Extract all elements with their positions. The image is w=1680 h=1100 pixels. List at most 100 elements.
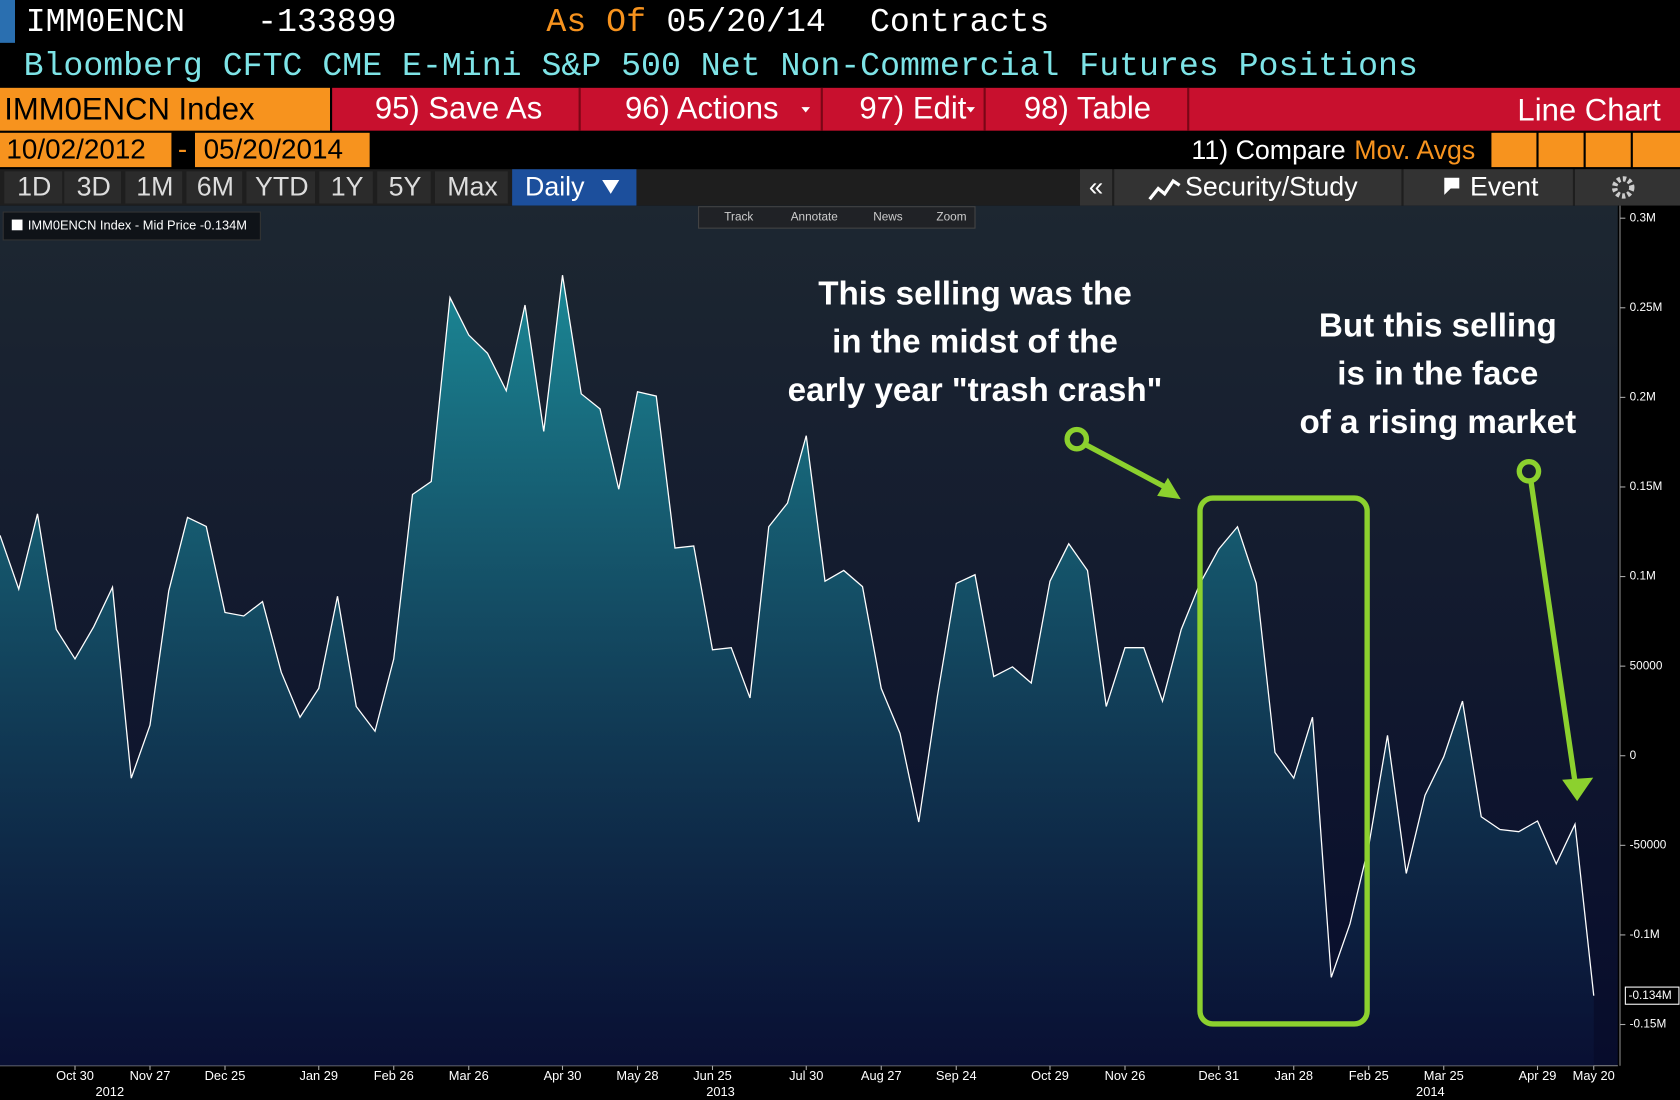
chart-tool[interactable]: Zoom — [936, 211, 966, 224]
x-tick-label: Jul 30 — [789, 1068, 823, 1083]
period-tab[interactable] — [319, 171, 373, 204]
x-tick-label: Jan 28 — [1274, 1068, 1313, 1083]
period-tab[interactable] — [125, 171, 183, 204]
security-study-box[interactable] — [1114, 169, 1402, 206]
arrow — [1528, 479, 1578, 785]
period-label[interactable]: 5Y — [389, 172, 422, 202]
y-tick-label: 50000 — [1630, 659, 1663, 672]
year-label: 2012 — [96, 1084, 125, 1099]
period-tab[interactable] — [377, 171, 431, 204]
period-label[interactable]: 1D — [17, 172, 51, 202]
dropdown-icon — [801, 107, 810, 113]
settings-box[interactable] — [1575, 169, 1680, 206]
period-tab[interactable] — [64, 171, 122, 204]
x-tick-label: Oct 30 — [56, 1068, 94, 1083]
plot — [0, 275, 1595, 1066]
study-icon — [1148, 178, 1181, 201]
x-tick-label: Sep 24 — [936, 1068, 977, 1083]
edit-button[interactable]: 97) Edit — [859, 91, 966, 126]
chart-tool[interactable]: Track — [724, 211, 753, 224]
last-value-box — [1624, 986, 1680, 1005]
period-label[interactable]: YTD — [255, 172, 309, 202]
arrow — [1082, 441, 1169, 491]
start-date-box[interactable] — [0, 132, 172, 168]
collapse-button[interactable]: « — [1089, 173, 1103, 201]
legend-label: IMM0ENCN Index - Mid Price -0.134M — [28, 217, 247, 232]
x-tick-label: Mar 26 — [449, 1068, 489, 1083]
dropdown-icon — [602, 179, 620, 194]
y-tick-label: 0.25M — [1630, 301, 1663, 314]
legend-swatch — [11, 219, 23, 231]
security-title: Bloomberg CFTC CME E-Mini S&P 500 Net No… — [24, 47, 1418, 85]
input-box[interactable] — [1538, 132, 1584, 168]
x-tick-label: Aug 27 — [861, 1068, 902, 1083]
frequency-box[interactable] — [512, 169, 637, 206]
y-tick-label: -0.15M — [1630, 1018, 1667, 1031]
period-tab[interactable] — [246, 171, 315, 204]
y-tick-label: -50000 — [1630, 838, 1667, 851]
period-tab[interactable] — [4, 171, 63, 204]
ticker: IMM0ENCN — [26, 3, 185, 41]
period-label[interactable]: 1Y — [331, 172, 364, 202]
end-date[interactable]: 05/20/2014 — [204, 133, 343, 164]
end-date-box[interactable] — [195, 132, 370, 168]
dropdown-icon — [966, 107, 975, 113]
save-as-button[interactable]: 95) Save As — [375, 91, 542, 126]
period-tabs: 1D 3D 1M 6M YTD 1Y 5Y Max — [4, 171, 508, 204]
start-date[interactable]: 10/02/2012 — [6, 133, 145, 164]
last-value-label: -0.134M — [1629, 989, 1672, 1002]
as-of-label: As Of — [546, 3, 646, 41]
x-tick-label: Oct 29 — [1031, 1068, 1069, 1083]
series-line — [0, 275, 1595, 996]
annotation: of a rising market — [1300, 404, 1577, 441]
event-button[interactable]: Event — [1470, 172, 1539, 202]
y-tick-label: 0.2M — [1630, 390, 1656, 403]
header-marker — [0, 0, 15, 43]
mov-avgs-button[interactable]: Mov. Avgs — [1354, 135, 1475, 165]
x-tick-label: May 20 — [1573, 1068, 1615, 1083]
input-box[interactable] — [1491, 132, 1537, 168]
y-tick-label: 0.15M — [1630, 480, 1663, 493]
settings-icon — [1611, 176, 1635, 199]
period-label[interactable]: 6M — [197, 172, 234, 202]
security-name[interactable]: IMM0ENCN Index — [4, 92, 255, 127]
arrow-start — [1064, 426, 1090, 452]
period-label[interactable]: Max — [447, 172, 498, 202]
range-separator: - — [178, 133, 187, 164]
period-tab[interactable] — [186, 171, 243, 204]
x-tick-label: Dec 31 — [1198, 1068, 1239, 1083]
year-label: 2014 — [1416, 1084, 1445, 1099]
x-tick-label: May 28 — [616, 1068, 658, 1083]
y-axis-area — [1617, 205, 1680, 1100]
frequency[interactable]: Daily — [525, 172, 585, 202]
area-fill — [0, 275, 1594, 1066]
year-label: 2013 — [706, 1084, 735, 1099]
security-study-button[interactable]: Security/Study — [1185, 172, 1358, 202]
collapse-box[interactable] — [1080, 169, 1113, 206]
action-bar — [332, 87, 1680, 131]
highlight-box — [1197, 495, 1370, 1027]
as-of-date: 05/20/14 — [666, 3, 825, 41]
actions-button[interactable]: 96) Actions — [625, 91, 779, 126]
x-tick-label: Jan 29 — [299, 1068, 338, 1083]
period-tab[interactable] — [435, 171, 508, 204]
chart-tool[interactable]: News — [873, 211, 903, 224]
period-label[interactable]: 3D — [77, 172, 111, 202]
table-button[interactable]: 98) Table — [1024, 91, 1151, 126]
compare-button[interactable]: 11) Compare — [1191, 135, 1345, 165]
event-box[interactable] — [1403, 169, 1573, 206]
y-tick-label: 0.1M — [1630, 570, 1656, 583]
header-bg — [0, 0, 1680, 88]
x-tick-label: Feb 25 — [1349, 1068, 1389, 1083]
security-box[interactable] — [0, 87, 330, 131]
chart-tools-bar — [698, 206, 976, 229]
input-box[interactable] — [1585, 132, 1631, 168]
x-tick-label: Jun 25 — [693, 1068, 732, 1083]
chart-tool[interactable]: Annotate — [791, 211, 839, 224]
x-axis-area — [0, 1065, 1618, 1100]
annotation: in the midst of the — [832, 324, 1118, 361]
input-box[interactable] — [1632, 132, 1680, 168]
period-label[interactable]: 1M — [136, 172, 173, 202]
